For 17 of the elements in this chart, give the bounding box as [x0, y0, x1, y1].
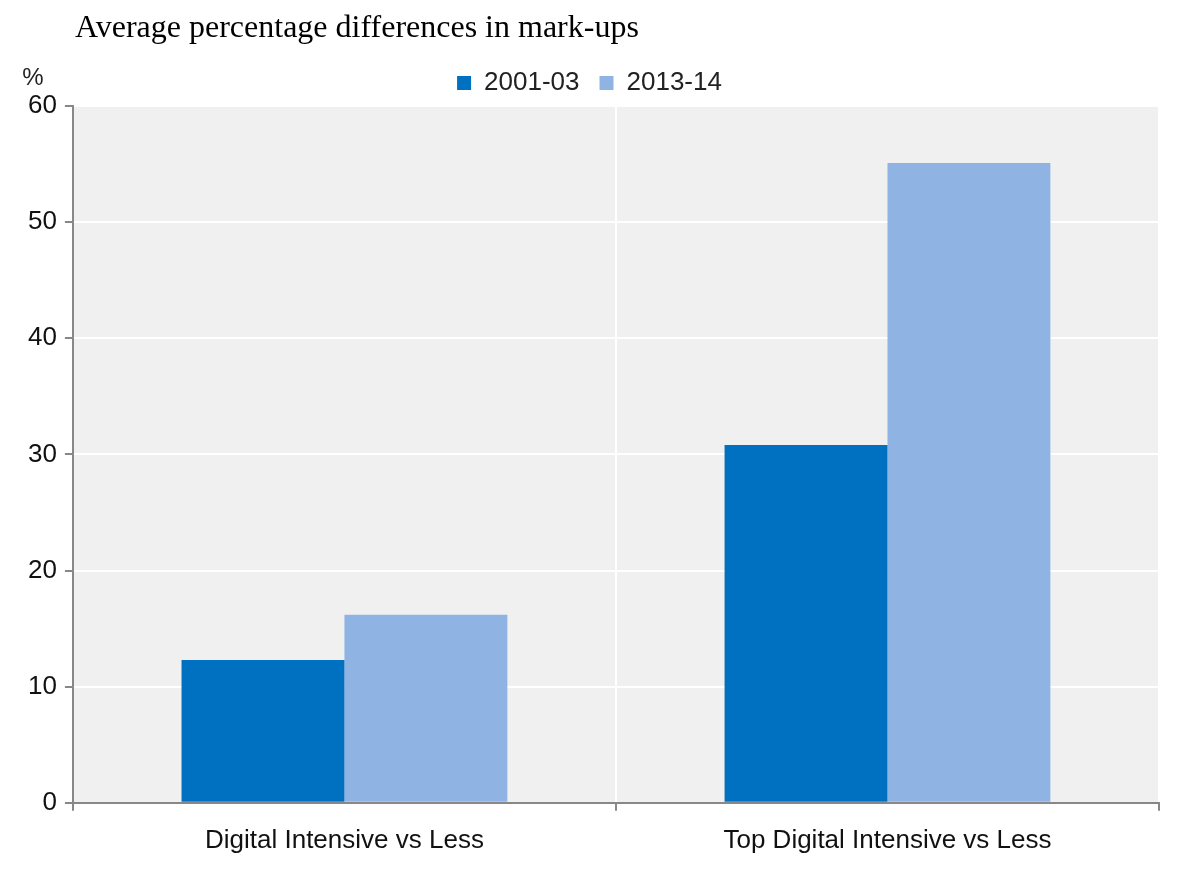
bar [887, 162, 1051, 802]
chart-title: Average percentage differences in mark-ups [75, 8, 639, 45]
y-tick-label: 30 [28, 437, 57, 468]
bar [724, 445, 888, 802]
y-tick-label: 20 [28, 553, 57, 584]
bar [181, 659, 345, 802]
bar [344, 614, 508, 802]
y-tick-label: 10 [28, 669, 57, 700]
legend-label: 2013-14 [626, 66, 722, 97]
y-tick-label: 40 [28, 321, 57, 352]
legend-label: 2001-03 [484, 66, 580, 97]
y-tick-label: 50 [28, 205, 57, 236]
x-tick-label: Digital Intensive vs Less [204, 823, 484, 854]
y-axis-title: % [22, 62, 44, 90]
y-tick-label: 60 [28, 89, 57, 120]
y-tick-label: 0 [42, 785, 57, 816]
x-tick-label: Top Digital Intensive vs Less [723, 823, 1052, 854]
